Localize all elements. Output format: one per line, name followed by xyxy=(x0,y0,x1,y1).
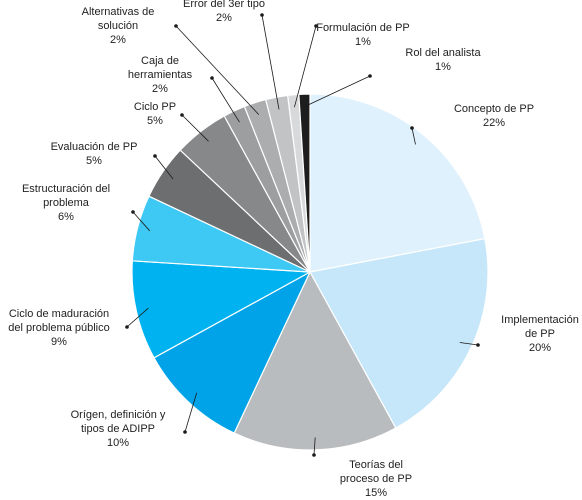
leader-line-11 xyxy=(294,25,317,108)
slice-label-0: Concepto de PP 22% xyxy=(454,103,534,129)
pie-slice-12 xyxy=(298,93,311,273)
leader-line-8 xyxy=(211,77,240,123)
slice-label-7-line-0: Ciclo PP xyxy=(134,101,176,113)
leader-line-0 xyxy=(411,127,416,145)
slice-label-10: Error del 3er tipo 2% xyxy=(183,0,265,24)
pie-slice-3 xyxy=(153,270,312,434)
pie-slice-4 xyxy=(131,260,313,359)
slice-label-4-line-2: 9% xyxy=(51,336,67,348)
leader-dot-0 xyxy=(410,126,414,130)
leader-line-2 xyxy=(313,437,316,456)
slice-label-1-line-2: 20% xyxy=(529,342,551,354)
slice-label-8: Caja de herramientas 2% xyxy=(128,55,193,95)
leader-line-12 xyxy=(304,75,371,107)
slice-label-8-line-0: Caja de xyxy=(141,55,179,67)
slice-label-2-line-1: proceso de PP xyxy=(340,473,412,485)
slice-label-3: Orígen, definición y tipos de ADIPP 10% xyxy=(71,409,166,449)
leader-line-3 xyxy=(184,392,198,433)
slice-label-12: Rol del analista 1% xyxy=(405,47,481,73)
slice-label-12-line-0: Rol del analista xyxy=(405,47,481,59)
leader-dot-4 xyxy=(125,325,129,329)
slice-label-6: Evaluación de PP 5% xyxy=(51,141,138,167)
slice-label-6-line-1: 5% xyxy=(86,155,102,167)
slice-label-1: Implementación de PP 20% xyxy=(501,314,579,354)
pie-slice-2 xyxy=(233,270,397,451)
slice-label-5-line-2: 6% xyxy=(58,211,74,223)
leader-line-9 xyxy=(175,25,260,115)
slice-label-11-line-0: Formulación de PP xyxy=(316,22,410,34)
slice-label-5: Estructuración del problema 6% xyxy=(22,183,110,223)
leader-lines xyxy=(125,13,480,457)
slice-label-8-line-1: herramientas xyxy=(128,69,193,81)
slice-label-3-line-0: Orígen, definición y xyxy=(71,409,166,421)
leader-dot-10 xyxy=(260,13,264,17)
slice-label-3-line-2: 10% xyxy=(107,437,129,449)
slice-label-10-line-1: 2% xyxy=(216,12,232,24)
leader-line-10 xyxy=(261,14,280,110)
leader-dot-11 xyxy=(314,24,318,28)
slice-label-0-line-1: 22% xyxy=(483,117,505,129)
slice-label-9-line-1: solución xyxy=(98,20,138,32)
slice-label-2-line-2: 15% xyxy=(365,487,387,499)
leader-dot-1 xyxy=(476,343,480,347)
leader-dot-8 xyxy=(210,76,214,80)
slice-label-7-line-1: 5% xyxy=(147,115,163,127)
leader-line-1 xyxy=(459,342,479,346)
leader-line-7 xyxy=(181,114,209,142)
slice-label-8-line-2: 2% xyxy=(152,83,168,95)
pie-slices xyxy=(131,93,489,451)
slice-label-11: Formulación de PP 1% xyxy=(316,22,410,48)
slice-label-1-line-0: Implementación xyxy=(501,314,579,326)
slice-label-5-line-1: problema xyxy=(43,197,90,209)
leader-dot-9 xyxy=(174,24,178,28)
slice-labels: Concepto de PP 22% Implementación de PP 20% T… xyxy=(8,0,579,499)
slice-label-12-line-1: 1% xyxy=(435,61,451,73)
slice-label-11-line-1: 1% xyxy=(355,36,371,48)
slice-label-1-line-1: de PP xyxy=(525,328,555,340)
slice-label-4-line-1: del problema público xyxy=(8,322,110,334)
slice-label-7: Ciclo PP 5% xyxy=(134,101,176,127)
slice-label-6-line-0: Evaluación de PP xyxy=(51,141,138,153)
slice-label-4-line-0: Ciclo de maduración xyxy=(9,308,109,320)
leader-dot-3 xyxy=(183,430,187,434)
slice-label-5-line-0: Estructuración del xyxy=(22,183,110,195)
slice-label-0-line-0: Concepto de PP xyxy=(454,103,534,115)
leader-dot-2 xyxy=(312,453,316,457)
leader-line-4 xyxy=(126,307,149,328)
slice-label-2: Teorías del proceso de PP 15% xyxy=(340,459,412,499)
slice-label-10-line-0: Error del 3er tipo xyxy=(183,0,265,10)
slice-label-2-line-0: Teorías del xyxy=(349,459,403,471)
leader-dot-6 xyxy=(153,154,157,158)
leader-dot-5 xyxy=(131,210,135,214)
leader-dot-12 xyxy=(368,74,372,78)
pie-slice-1 xyxy=(309,237,489,429)
slice-label-9-line-0: Alternativas de xyxy=(82,6,155,18)
slice-label-9-line-2: 2% xyxy=(110,34,126,46)
pie-slice-0 xyxy=(309,93,486,273)
leader-dot-7 xyxy=(180,113,184,117)
leader-line-6 xyxy=(154,155,174,180)
slice-label-3-line-1: tipos de ADIPP xyxy=(81,423,155,435)
slice-label-9: Alternativas de solución 2% xyxy=(82,6,155,46)
slice-label-4: Ciclo de maduración del problema público 9… xyxy=(8,308,110,348)
leader-line-5 xyxy=(132,211,150,232)
